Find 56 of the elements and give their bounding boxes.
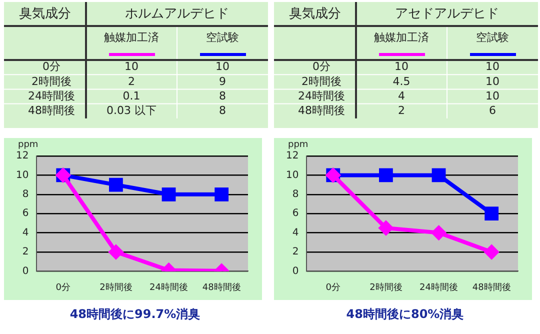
y-axis-title: ppm: [18, 140, 38, 150]
x-axis-title: 臭気成分: [289, 6, 341, 22]
data-label: 2: [398, 104, 405, 117]
y-tick-label: 12: [16, 150, 29, 162]
data-label: 10: [486, 89, 500, 102]
y-tick-label: 2: [22, 246, 29, 258]
chart-title: ホルムアルデヒド: [125, 6, 229, 22]
x-axis-title: 臭気成分: [19, 6, 71, 22]
data-label: 8: [219, 89, 226, 102]
data-label: 4: [398, 89, 405, 102]
y-tick-label: 10: [16, 170, 29, 181]
x-tick-label: 2時間後: [100, 282, 132, 293]
x-tick-label: 空試験: [206, 30, 239, 44]
data-label: 10: [124, 60, 138, 74]
data-label: 4.5: [392, 74, 410, 88]
y-tick-label: 48時間後: [28, 104, 75, 117]
data-label: 10: [216, 60, 230, 74]
text: 48時間後に99.7%消臭: [68, 306, 202, 323]
y-tick-label: 12: [286, 150, 299, 162]
y-tick-label: 24時間後: [28, 89, 75, 102]
x-tick-label: 2時間後: [370, 282, 402, 293]
data-label: 2: [128, 74, 135, 88]
y-tick-label: 0分: [312, 60, 330, 74]
x-tick-label: 空試験: [476, 30, 509, 44]
y-tick-label: 4: [292, 227, 299, 238]
y-tick-label: 6: [22, 208, 29, 220]
y-tick-label: 24時間後: [298, 89, 345, 102]
y-tick-label: 10: [286, 170, 299, 181]
data-label: 10: [394, 60, 408, 74]
y-axis-title: ppm: [288, 140, 308, 150]
x-tick-label: 触媒加工済: [374, 30, 429, 44]
text: 48時間後に80%消臭: [345, 306, 465, 323]
y-tick-label: 2: [292, 246, 299, 258]
x-tick-label: 48時間後: [472, 282, 511, 293]
x-tick-label: 48時間後: [202, 282, 241, 293]
data-label: 10: [486, 60, 500, 74]
y-tick-label: 2時間後: [302, 74, 342, 88]
y-tick-label: 8: [292, 188, 299, 200]
y-tick-label: 8: [22, 188, 29, 200]
x-tick-label: 触媒加工済: [104, 30, 159, 44]
x-tick-label: 24時間後: [420, 282, 458, 293]
y-tick-label: 6: [292, 208, 299, 220]
y-tick-label: 0: [292, 266, 299, 277]
y-tick-label: 48時間後: [298, 104, 345, 117]
data-label: 0.03 以下: [106, 104, 156, 117]
data-label: 0.1: [122, 89, 140, 102]
data-label: 8: [219, 104, 226, 117]
y-tick-label: 2時間後: [32, 74, 72, 88]
y-tick-label: 4: [22, 227, 29, 238]
x-tick-label: 24時間後: [150, 282, 188, 293]
data-label: 6: [489, 104, 496, 117]
chart-title: アセドアルデヒド: [395, 6, 499, 22]
data-label: 10: [486, 74, 500, 88]
y-tick-label: 0分: [42, 60, 60, 74]
data-label: 9: [219, 74, 226, 88]
y-tick-label: 0: [22, 266, 29, 277]
